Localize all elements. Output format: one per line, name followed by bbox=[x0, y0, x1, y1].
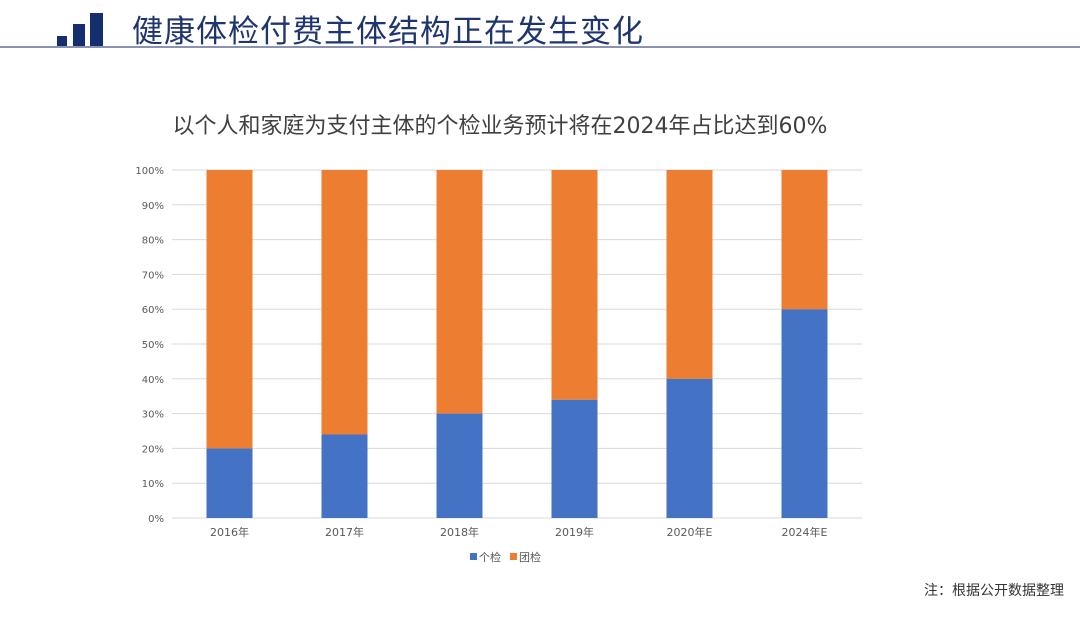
legend-swatch bbox=[470, 553, 477, 560]
bar-团检 bbox=[781, 170, 828, 310]
bar-个检 bbox=[666, 378, 713, 518]
x-tick-label: 2024年E bbox=[782, 525, 828, 539]
y-tick-label: 10% bbox=[142, 479, 164, 490]
y-tick-label: 0% bbox=[148, 514, 164, 525]
y-tick-label: 70% bbox=[142, 270, 164, 281]
page-title: 健康体检付费主体结构正在发生变化 bbox=[132, 14, 644, 50]
x-tick-label: 2018年 bbox=[440, 525, 479, 539]
bar-个检 bbox=[436, 413, 483, 518]
x-tick-label: 2016年 bbox=[210, 525, 249, 539]
y-tick-label: 90% bbox=[142, 201, 164, 212]
bar-团检 bbox=[666, 170, 713, 379]
legend-swatch bbox=[510, 553, 517, 560]
x-tick-label: 2017年 bbox=[325, 525, 364, 539]
bar-个检 bbox=[321, 434, 368, 518]
header-divider bbox=[0, 46, 1080, 48]
y-tick-label: 80% bbox=[142, 236, 164, 247]
bar-个检 bbox=[206, 448, 253, 518]
y-tick-label: 100% bbox=[135, 166, 164, 177]
legend-label: 个检 bbox=[479, 550, 501, 564]
legend-label: 团检 bbox=[519, 550, 541, 564]
bar-团检 bbox=[551, 170, 598, 400]
chart-title: 以个人和家庭为支付主体的个检业务预计将在2024年占比达到60% bbox=[172, 114, 828, 139]
bar-团检 bbox=[436, 170, 483, 414]
y-tick-label: 60% bbox=[142, 305, 164, 316]
x-tick-label: 2019年 bbox=[555, 525, 594, 539]
x-tick-label: 2020年E bbox=[667, 525, 713, 539]
bar-个检 bbox=[781, 309, 828, 518]
y-tick-label: 30% bbox=[142, 410, 164, 421]
bar-个检 bbox=[551, 399, 598, 518]
bar-团检 bbox=[321, 170, 368, 435]
source-note: 注：根据公开数据整理 bbox=[924, 583, 1064, 599]
y-tick-label: 50% bbox=[142, 340, 164, 351]
y-tick-label: 20% bbox=[142, 444, 164, 455]
bar-团检 bbox=[206, 170, 253, 449]
y-tick-label: 40% bbox=[142, 375, 164, 386]
